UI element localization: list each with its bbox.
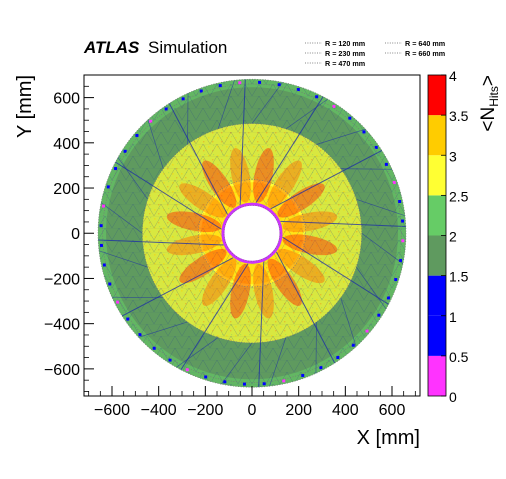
color-scale-bin: [428, 115, 446, 155]
z-tick-label: 1: [449, 309, 457, 325]
edge-marker: [348, 117, 351, 120]
legend-entry-4: R = 640 mm: [405, 39, 445, 48]
z-axis-title: <NHits>: [478, 75, 501, 132]
z-tick-label: 0.5: [449, 349, 469, 365]
heatmap-disc: [98, 79, 406, 387]
edge-marker: [223, 380, 226, 383]
edge-marker: [377, 314, 380, 317]
z-tick-label: 0: [449, 389, 457, 405]
z-title-sub: Hits: [487, 86, 501, 107]
edge-marker: [169, 359, 172, 362]
z-tick-label: 4: [449, 68, 457, 84]
edge-marker: [165, 107, 168, 110]
edge-marker: [401, 239, 404, 242]
edge-marker: [108, 282, 111, 285]
y-axis: −600 −400 −200 0 200 400 600: [44, 75, 94, 391]
z-tick-label: 1.5: [449, 269, 469, 285]
y-tick-label: 0: [71, 226, 80, 243]
edge-marker: [100, 224, 103, 227]
edge-marker: [103, 263, 106, 266]
atlas-label: ATLAS: [83, 38, 140, 57]
edge-marker: [204, 375, 207, 378]
y-tick-label: −600: [44, 362, 80, 379]
edge-marker: [243, 383, 246, 386]
edge-marker: [182, 97, 185, 100]
z-tick-label: 2.5: [449, 188, 469, 204]
edge-marker: [336, 356, 339, 359]
edge-marker: [114, 167, 117, 170]
legend-entry-5: R = 660 mm: [405, 49, 445, 58]
color-scale-bin: [428, 155, 446, 195]
x-tick-label: 400: [332, 402, 359, 419]
edge-marker: [401, 220, 404, 223]
edge-marker: [238, 81, 241, 84]
color-scale-bin: [428, 195, 446, 235]
legend-entry-1: R = 120 mm: [325, 39, 365, 48]
edge-marker: [301, 374, 304, 377]
edge-marker: [219, 84, 222, 87]
x-tick-label: 0: [248, 402, 257, 419]
edge-marker: [315, 95, 318, 98]
edge-marker: [263, 382, 266, 385]
x-axis-title: X [mm]: [357, 427, 420, 449]
edge-marker: [362, 130, 365, 133]
edge-marker: [126, 318, 129, 321]
x-axis: −600 −400 −200 0 200 400 600: [89, 386, 416, 419]
z-tick-label: 2: [449, 229, 457, 245]
edge-marker: [186, 368, 189, 371]
edge-marker: [366, 330, 369, 333]
edge-marker: [385, 163, 388, 166]
color-scale-bin: [428, 236, 446, 276]
edge-marker: [100, 244, 103, 247]
x-tick-label: −200: [187, 402, 223, 419]
simulation-label: Simulation: [148, 38, 227, 57]
y-tick-label: −400: [44, 317, 80, 334]
edge-marker: [153, 347, 156, 350]
color-scale-bin: [428, 356, 446, 396]
edge-marker: [258, 81, 261, 84]
color-scale-bin: [428, 276, 446, 316]
edge-marker: [135, 134, 138, 137]
edge-marker: [394, 278, 397, 281]
edge-marker: [352, 344, 355, 347]
x-tick-label: −600: [94, 402, 130, 419]
edge-marker: [399, 259, 402, 262]
y-axis-title: Y [mm]: [14, 75, 36, 138]
legend: R = 120 mm R = 230 mm R = 470 mm R = 640…: [305, 39, 445, 68]
x-tick-label: 200: [285, 402, 312, 419]
z-title-end: >: [478, 75, 499, 86]
edge-marker: [278, 83, 281, 86]
x-tick-label: −400: [141, 402, 177, 419]
z-tick-label: 3: [449, 148, 457, 164]
x-tick-label: 600: [379, 402, 406, 419]
y-tick-label: 600: [53, 91, 80, 108]
y-tick-label: 200: [53, 181, 80, 198]
z-tick-label: 3.5: [449, 108, 469, 124]
z-title-main: <N: [478, 107, 499, 132]
color-scale-bin: [428, 316, 446, 356]
edge-marker: [398, 200, 401, 203]
edge-marker: [102, 205, 105, 208]
legend-entry-3: R = 470 mm: [325, 59, 365, 68]
y-tick-label: −200: [44, 271, 80, 288]
y-tick-label: 400: [53, 136, 80, 153]
edge-marker: [282, 379, 285, 382]
color-scale-bin: [428, 75, 446, 115]
legend-entry-2: R = 230 mm: [325, 49, 365, 58]
